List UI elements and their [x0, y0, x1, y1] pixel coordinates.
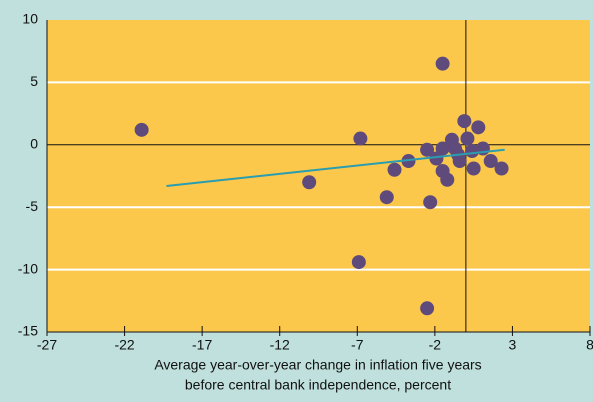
point [483, 154, 498, 169]
point [420, 142, 435, 157]
point [471, 120, 486, 135]
x-tick-label: 8 [586, 337, 593, 353]
trend-line [166, 148, 505, 187]
point [387, 162, 402, 177]
point [457, 114, 472, 129]
x-tick-label: -2 [429, 337, 442, 353]
point [494, 161, 509, 176]
y-tick-label: 5 [30, 73, 38, 89]
point [423, 195, 438, 210]
x-tick-label: -27 [37, 337, 57, 353]
point [134, 122, 149, 137]
point [351, 255, 366, 270]
point [435, 141, 450, 156]
point [460, 131, 475, 146]
x-tick-label: -17 [192, 337, 212, 353]
y-tick-label: 10 [22, 11, 38, 27]
point [353, 131, 368, 146]
point [466, 161, 481, 176]
y-tick-label: 0 [30, 136, 38, 152]
point [435, 56, 450, 71]
x-axis-label: before central bank independence, percen… [185, 377, 451, 393]
y-tick-label: -5 [26, 198, 39, 214]
x-tick-label: -12 [270, 337, 290, 353]
point [452, 154, 467, 169]
point [429, 151, 444, 166]
y-tick-label: -15 [18, 323, 38, 339]
x-axis-label: Average year-over-year change in inflati… [154, 357, 481, 373]
point [448, 141, 463, 156]
point [302, 175, 317, 190]
y-tick-label: -10 [18, 260, 38, 276]
point [379, 190, 394, 205]
x-tick-label: 3 [509, 337, 517, 353]
x-tick-label: -7 [351, 337, 364, 353]
point [420, 301, 435, 316]
point [440, 172, 455, 187]
x-tick-label: -22 [114, 337, 134, 353]
plot-area [47, 20, 590, 332]
